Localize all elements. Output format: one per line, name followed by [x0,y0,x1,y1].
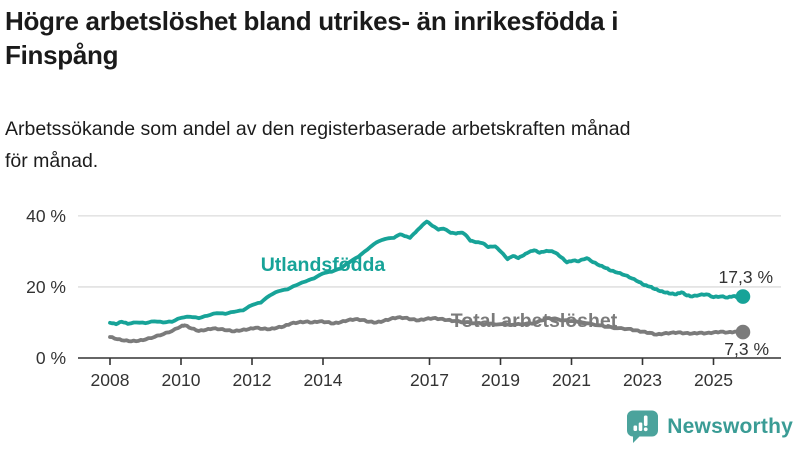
x-tick-label: 2012 [233,370,272,390]
y-tick-label: 0 % [36,348,66,368]
brand-name: Newsworthy [667,414,793,438]
bar-chart-glyph [633,415,648,432]
x-tick-label: 2025 [694,370,733,390]
speech-bubble-shape [627,410,659,443]
x-tick-label: 2008 [91,370,130,390]
gridlines [78,215,781,288]
series-label-utlandsfodda: Utlandsfödda [261,254,386,276]
x-axis: 2008 2010 2012 2014 2017 2019 2021 2023 2025 [78,357,781,390]
x-tick-label: 2010 [162,370,201,390]
chart-header: Högre arbetslöshet bland utrikes- än inr… [5,4,795,72]
subtitle-line-1: Arbetssökande som andel av den registerb… [5,118,631,140]
chart-subtitle: Arbetssökande som andel av den registerb… [5,114,795,177]
series-lines [108,219,751,344]
x-tick-label: 2023 [623,370,662,390]
x-tick-label: 2021 [552,370,591,390]
x-tick-label: 2019 [481,370,520,390]
end-value-label-total: 7,3 % [724,339,769,359]
y-axis: 0 % 20 % 40 % [26,206,66,368]
newsworthy-logo-icon [627,410,659,443]
subtitle-line-2: för månad. [5,149,99,172]
brand-footer: Newsworthy [625,409,793,444]
x-tick-label: 2014 [304,370,343,390]
end-value-label-utlandsfodda: 17,3 % [719,267,773,287]
end-dot-utlandsfodda [735,289,751,304]
y-tick-label: 40 % [26,206,66,226]
series-label-total-arbetsloshet: Total arbetslöshet [451,310,618,332]
page-title: Högre arbetslöshet bland utrikes- än inr… [5,4,795,72]
title-line-1: Högre arbetslöshet bland utrikes- än inr… [5,6,619,36]
title-line-2: Finspång [5,40,119,70]
y-tick-label: 20 % [26,277,66,297]
line-utlandsfodda [108,219,745,327]
end-dot-total-arbetsloshet [735,324,751,340]
line-total-arbetsloshet [108,315,745,344]
x-tick-label: 2017 [410,370,449,390]
